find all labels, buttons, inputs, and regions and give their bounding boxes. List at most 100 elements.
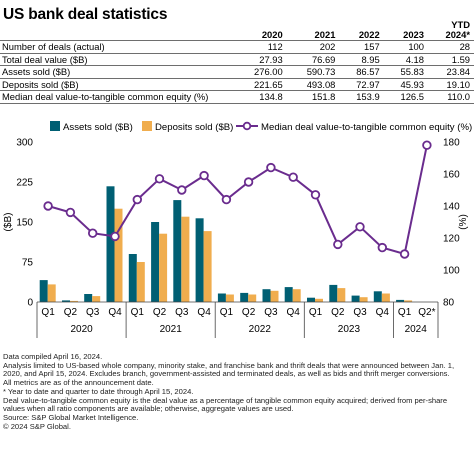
bar-assets xyxy=(307,297,315,302)
x-tick-label: Q4 xyxy=(197,307,211,318)
x-tick-label: Q1 xyxy=(398,307,412,318)
stats-row: Deposits sold ($B) 221.65 493.08 72.97 4… xyxy=(0,78,474,91)
bar-assets xyxy=(173,200,182,302)
stats-table: 2020 2021 2022 2023 YTD 2024* Number of … xyxy=(0,20,474,104)
x-year-label: 2023 xyxy=(338,324,361,335)
y-left-tick-label: 150 xyxy=(16,218,33,229)
median-ratio-point xyxy=(288,172,298,182)
bar-assets xyxy=(195,218,204,302)
x-tick-label: Q1 xyxy=(131,307,145,318)
y-right-tick-label: 120 xyxy=(443,234,460,245)
x-tick-label: Q4 xyxy=(376,307,390,318)
note-line: Deal value-to-tangible common equity is … xyxy=(3,395,448,414)
stats-cell: 276.00 xyxy=(234,65,287,79)
bar-deposits xyxy=(337,288,346,302)
stats-cell: 4.18 xyxy=(383,53,428,66)
bar-assets xyxy=(217,293,226,302)
stats-cell: 590.73 xyxy=(286,65,340,79)
median-ratio-point xyxy=(266,162,276,173)
median-ratio-point xyxy=(154,174,165,184)
page-title: US bank deal statistics xyxy=(3,6,168,23)
stats-cell: 151.8 xyxy=(286,90,340,104)
y-right-tick-label: 100 xyxy=(443,266,460,277)
x-tick-label: Q1 xyxy=(220,307,234,318)
chart-notes: Data compiled April 16, 2024. Analysis l… xyxy=(3,352,471,431)
bar-deposits xyxy=(181,216,190,302)
y-right-tick-label: 140 xyxy=(443,202,460,213)
x-tick-label: Q4 xyxy=(287,307,301,318)
stats-cell: 23.84 xyxy=(427,65,474,79)
stats-cell: 45.93 xyxy=(383,78,428,91)
stats-row-label: Total deal value ($B) xyxy=(0,53,234,66)
stats-col-2021: 2021 xyxy=(286,20,340,41)
y-left-tick-label: 0 xyxy=(27,298,33,309)
stats-row: Total deal value ($B) 27.93 76.69 8.95 4… xyxy=(0,53,474,66)
stats-col-2023: 2023 xyxy=(383,20,428,41)
bar-assets xyxy=(106,186,115,302)
bar-assets xyxy=(39,280,48,302)
median-ratio-line xyxy=(47,144,428,256)
legend-item-assets: Assets sold ($B) xyxy=(50,121,133,133)
bar-deposits xyxy=(248,294,257,302)
x-year-label: 2024 xyxy=(405,324,428,335)
x-tick-label: Q2 xyxy=(242,307,256,318)
y-right-axis-title: (%) xyxy=(458,214,469,230)
x-tick-label: Q2 xyxy=(64,307,78,318)
median-ratio-point xyxy=(333,239,343,250)
bar-assets xyxy=(351,295,360,302)
legend-swatch-assets xyxy=(50,121,60,131)
bar-assets xyxy=(329,284,338,302)
note-line: © 2024 S&P Global. xyxy=(3,421,71,431)
median-ratio-point xyxy=(355,222,365,232)
legend-label-deposits: Deposits sold ($B) xyxy=(155,122,234,133)
x-tick-label: Q3 xyxy=(175,307,189,318)
stats-cell: 153.9 xyxy=(339,90,384,104)
stats-cell: 493.08 xyxy=(286,78,340,91)
bar-deposits xyxy=(315,298,323,302)
bar-assets xyxy=(151,222,160,302)
x-tick-label: Q1 xyxy=(41,307,55,318)
stats-cell: 100 xyxy=(383,40,428,54)
bar-deposits xyxy=(70,300,78,302)
stats-cell: 112 xyxy=(234,40,287,54)
bar-deposits xyxy=(114,208,123,302)
bar-assets xyxy=(240,292,249,302)
x-tick-label: Q3 xyxy=(353,307,367,318)
bar-deposits xyxy=(225,294,234,302)
bar-deposits xyxy=(136,262,145,302)
stats-col-ytd-2024: YTD 2024* xyxy=(427,20,474,41)
y-right-tick-label: 160 xyxy=(443,170,460,181)
legend-label-median: Median deal value-to-tangible common equ… xyxy=(261,122,473,133)
bar-deposits xyxy=(404,300,413,302)
stats-col-2020: 2020 xyxy=(234,20,287,41)
x-tick-label: Q3 xyxy=(86,307,100,318)
y-left-tick-label: 225 xyxy=(16,178,33,189)
stats-row-label: Number of deals (actual) xyxy=(0,40,234,54)
bar-deposits xyxy=(47,284,56,302)
median-ratio-point xyxy=(310,190,321,200)
stats-row: Median deal value-to-tangible common equ… xyxy=(0,90,474,104)
median-ratio-point xyxy=(43,201,53,211)
stats-cell: 86.57 xyxy=(339,65,384,79)
stats-cell: 27.93 xyxy=(234,53,287,66)
stats-row-label: Deposits sold ($B) xyxy=(0,78,234,91)
bar-assets xyxy=(128,254,137,302)
x-tick-label: Q1 xyxy=(309,307,323,318)
stats-cell: 72.97 xyxy=(339,78,384,91)
stats-cell: 55.83 xyxy=(383,65,428,79)
x-tick-label: Q3 xyxy=(264,307,278,318)
legend-marker-median xyxy=(236,121,258,131)
bar-assets xyxy=(284,287,293,302)
median-ratio-point xyxy=(110,231,120,242)
bar-deposits xyxy=(92,296,101,302)
legend-label-assets: Assets sold ($B) xyxy=(63,122,133,133)
median-ratio-point xyxy=(132,194,142,205)
median-ratio-point xyxy=(177,185,187,195)
stats-col-2022: 2022 xyxy=(339,20,384,41)
stats-cell: 202 xyxy=(286,40,340,54)
note-line: Source: S&P Global Market Intelligence. xyxy=(3,412,139,422)
stats-cell: 1.59 xyxy=(427,53,474,66)
stats-cell: 110.0 xyxy=(427,90,474,104)
stats-row: Number of deals (actual) 112 202 157 100… xyxy=(0,40,474,54)
y-left-tick-label: 75 xyxy=(22,258,34,269)
